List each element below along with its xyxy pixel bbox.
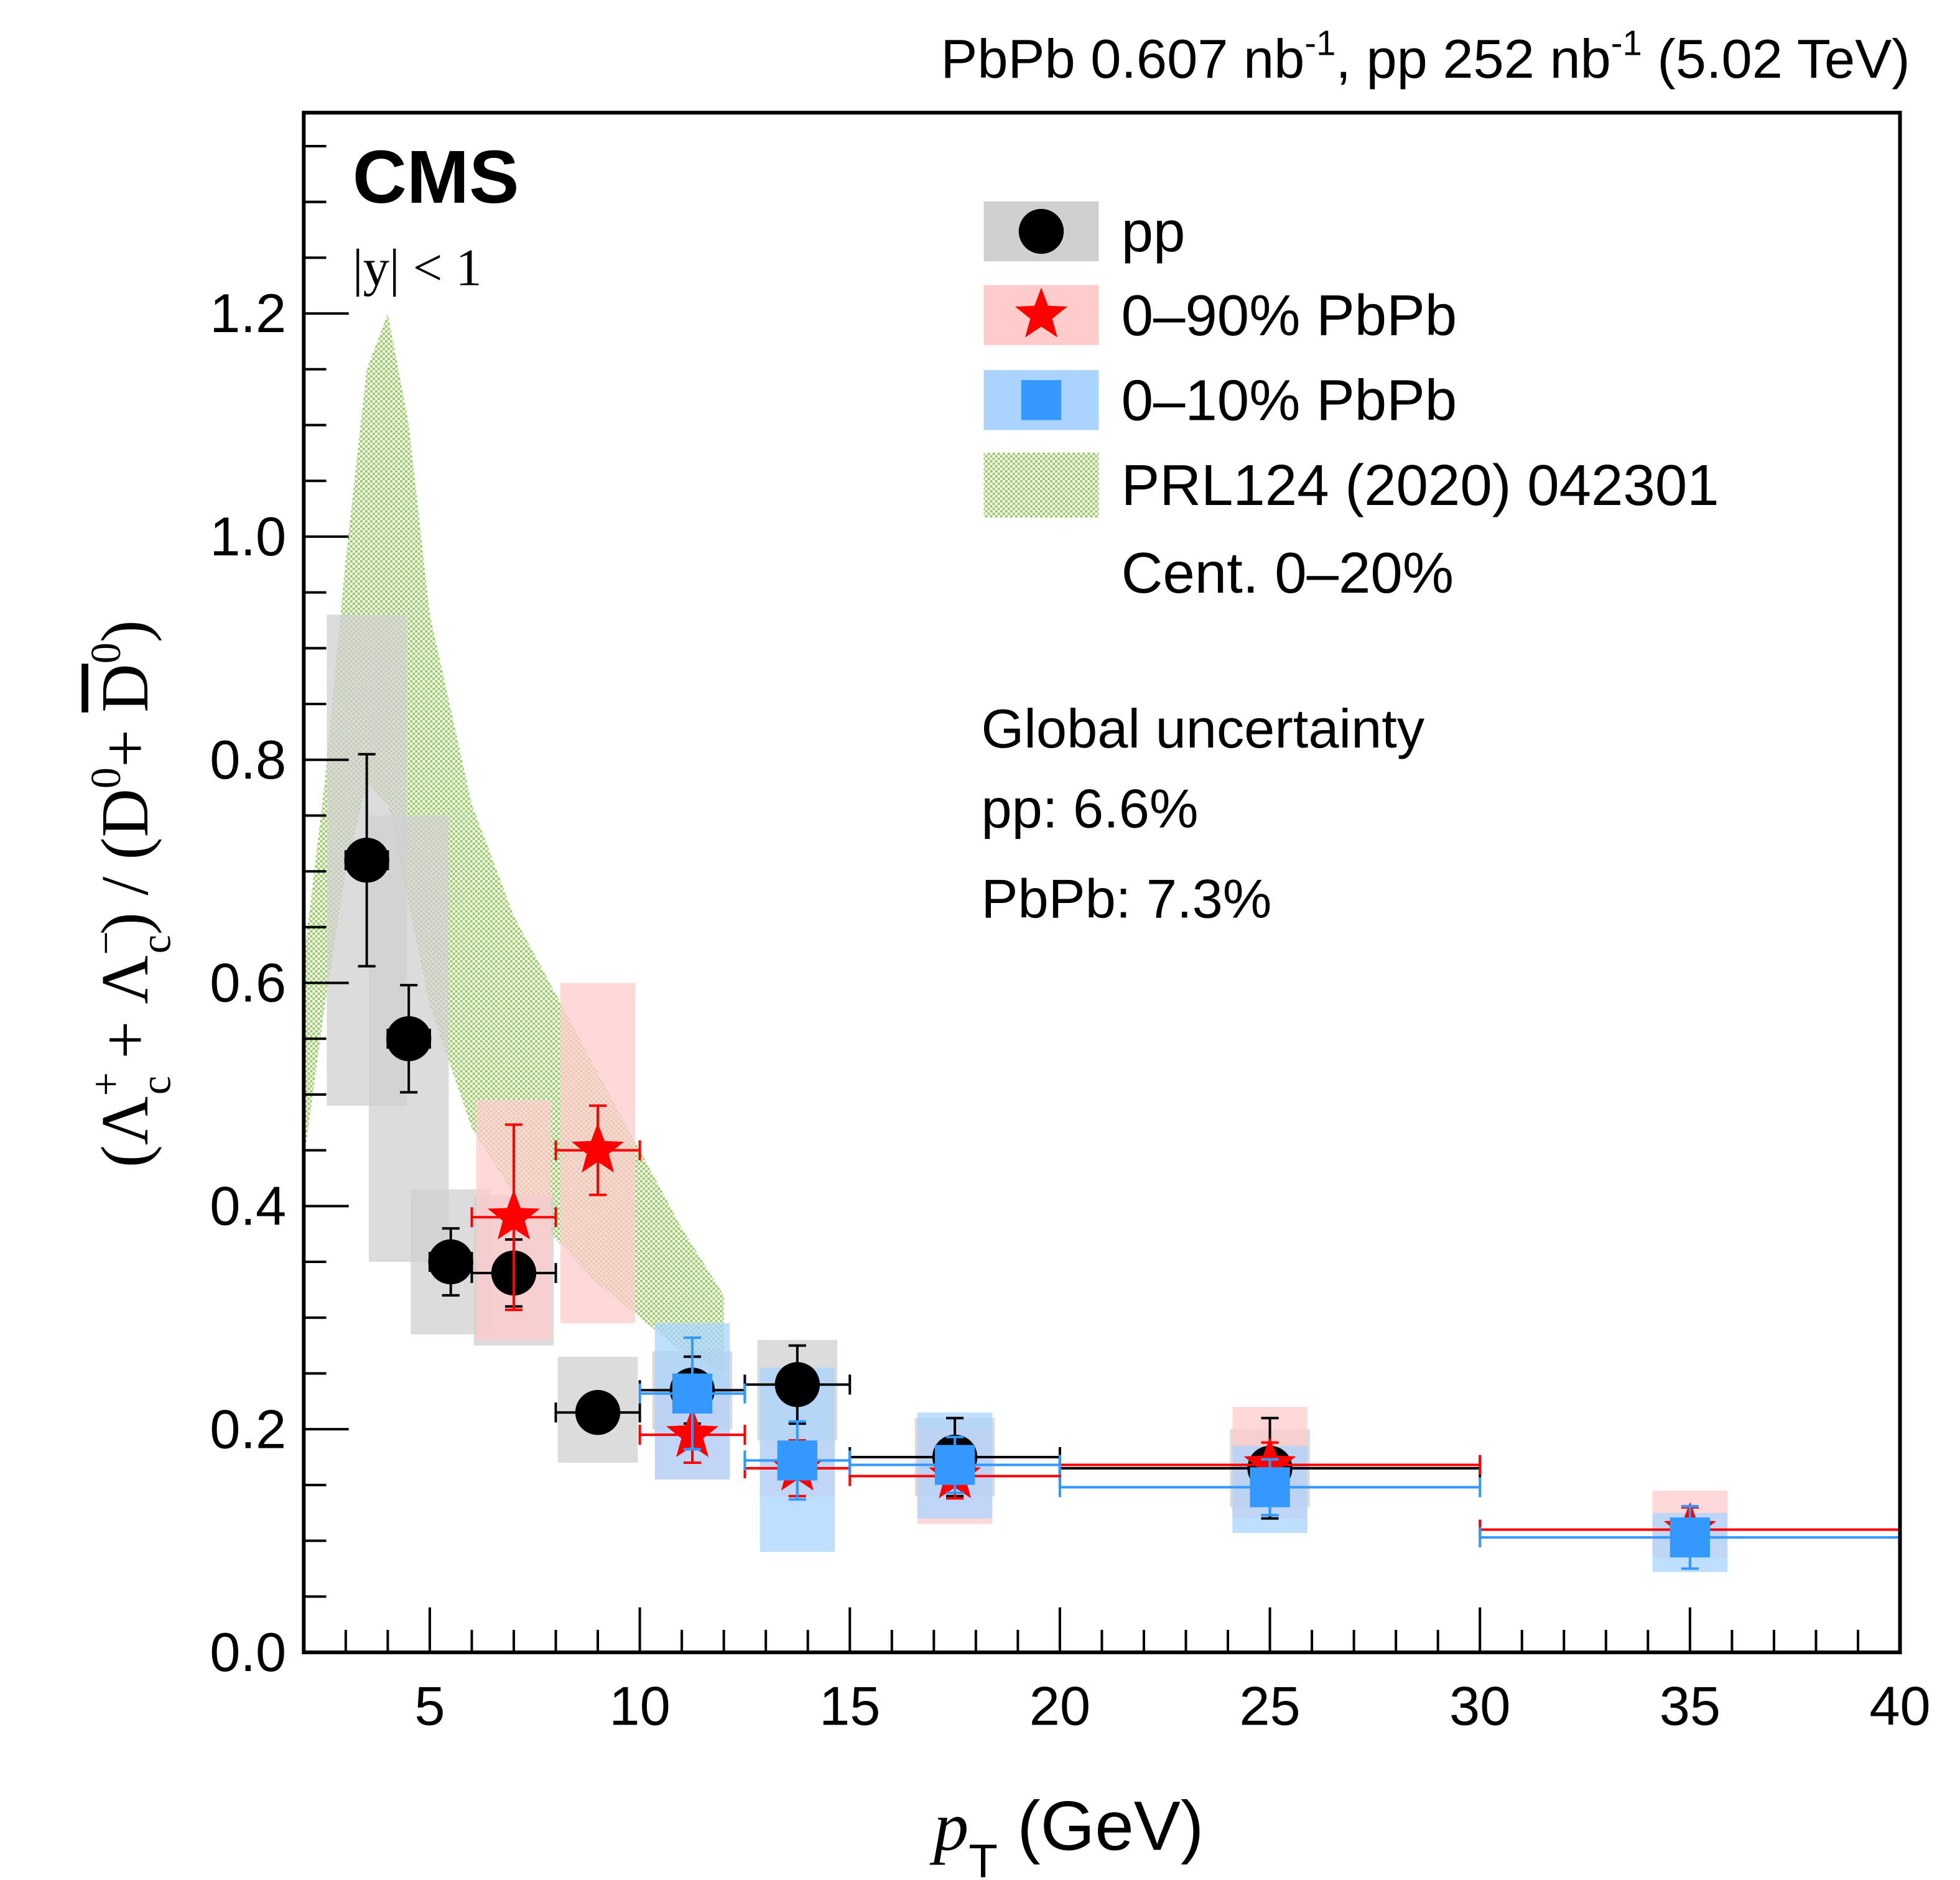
cms-label: CMS [353, 135, 519, 219]
x-tick-label: 40 [1869, 1675, 1930, 1737]
x-axis-title: pT (GeV) [929, 1786, 1204, 1880]
x-tick-label: 20 [1029, 1675, 1090, 1737]
star-marker [487, 1190, 540, 1239]
model-band-layer [304, 313, 724, 1374]
luminosity-label: PbPb 0.607 nb-1, pp 252 nb-1 (5.02 TeV) [941, 24, 1910, 90]
points-layer [344, 752, 1902, 1570]
square-marker [934, 1445, 975, 1485]
x-tick-label: 30 [1449, 1675, 1510, 1737]
circle-marker [428, 1239, 473, 1285]
rapidity-label: |y| < 1 [353, 239, 482, 297]
legend-item-pbpb010: 0–10% PbPb [983, 368, 1457, 433]
legend-label: 0–90% PbPb [1122, 283, 1457, 348]
data-point [470, 1123, 557, 1312]
y-tick-label: 0.4 [210, 1175, 286, 1236]
data-point [344, 752, 389, 968]
legend-hatch-swatch [983, 452, 1099, 518]
y-tick-label: 0.6 [210, 952, 286, 1014]
global-uncertainty-pbpb: PbPb: 7.3% [982, 868, 1272, 929]
square-marker [1670, 1517, 1711, 1558]
data-point [428, 1227, 473, 1297]
square-marker [1021, 380, 1062, 420]
legend-label: pp [1122, 199, 1186, 264]
square-marker [1250, 1467, 1290, 1507]
square-marker [777, 1440, 817, 1481]
model-band [304, 313, 724, 1374]
data-point [638, 1336, 746, 1451]
data-point [386, 984, 432, 1094]
star-marker [1015, 287, 1067, 338]
data-point [1479, 1504, 1902, 1570]
circle-marker [1018, 208, 1064, 254]
data-point [743, 1344, 852, 1425]
legend-item-model: PRL124 (2020) 042301 Cent. 0–20% [983, 452, 1719, 605]
circle-marker [575, 1390, 621, 1435]
x-tick-label: 5 [414, 1675, 445, 1737]
y-tick-label: 0.0 [210, 1621, 286, 1683]
legend-label: 0–10% PbPb [1122, 368, 1457, 433]
square-marker [672, 1373, 713, 1414]
x-tick-label: 25 [1239, 1675, 1300, 1737]
y-tick-label: 0.2 [210, 1398, 286, 1460]
legend: pp 0–90% PbPb 0–10% PbPb PRL124 (2020) 0423… [983, 199, 1719, 605]
x-tick-label: 10 [609, 1675, 670, 1737]
global-uncertainty-pp: pp: 6.6% [982, 778, 1199, 840]
data-point [743, 1420, 852, 1501]
axes: 5 10 15 20 25 30 35 40 0.0 0.2 0.4 0.6 0.8 1.0 1.2 [210, 144, 1931, 1737]
legend-label: Cent. 0–20% [1122, 540, 1454, 605]
data-point [554, 1390, 641, 1435]
x-tick-label: 35 [1660, 1675, 1721, 1737]
data-point [848, 1435, 1061, 1494]
circle-marker [386, 1016, 432, 1062]
x-tick-label: 15 [819, 1675, 880, 1737]
global-uncertainty-title: Global uncertainty [982, 698, 1425, 759]
legend-item-pbpb090: 0–90% PbPb [983, 283, 1457, 348]
legend-item-pp: pp [983, 199, 1186, 264]
star-marker [571, 1123, 625, 1173]
data-point [1058, 1458, 1482, 1517]
circle-marker [344, 838, 389, 883]
legend-label: PRL124 (2020) 042301 [1122, 453, 1719, 517]
y-axis-title: (Λ+ c + Λ− c) / (D0+ D0) [82, 620, 179, 1167]
y-tick-label: 1.0 [210, 506, 286, 567]
y-tick-label: 1.2 [210, 282, 286, 344]
circle-marker [774, 1362, 820, 1407]
y-tick-label: 0.8 [210, 729, 286, 790]
data-point [554, 1104, 641, 1197]
